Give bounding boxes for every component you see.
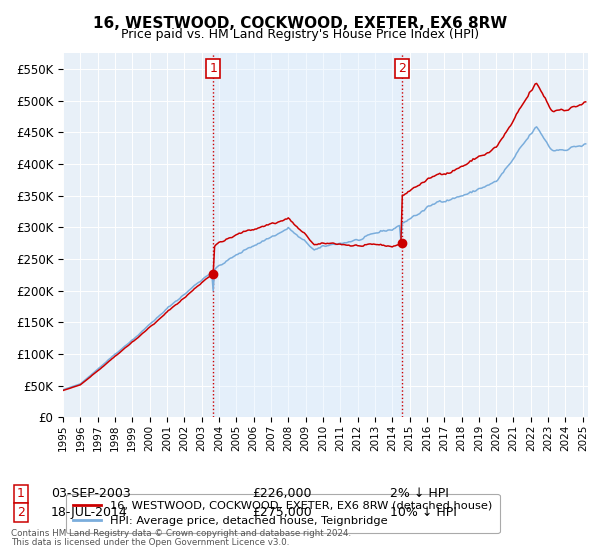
- Bar: [213, 53, 401, 417]
- Text: 03-SEP-2003: 03-SEP-2003: [51, 487, 131, 501]
- Text: 2% ↓ HPI: 2% ↓ HPI: [390, 487, 449, 501]
- Legend: 16, WESTWOOD, COCKWOOD, EXETER, EX6 8RW (detached house), HPI: Average price, de: 16, WESTWOOD, COCKWOOD, EXETER, EX6 8RW …: [66, 494, 500, 533]
- Text: Price paid vs. HM Land Registry's House Price Index (HPI): Price paid vs. HM Land Registry's House …: [121, 28, 479, 41]
- Text: 1: 1: [209, 62, 217, 75]
- Text: £226,000: £226,000: [252, 487, 311, 501]
- Text: 2: 2: [17, 506, 25, 519]
- Text: Contains HM Land Registry data © Crown copyright and database right 2024.: Contains HM Land Registry data © Crown c…: [11, 529, 351, 538]
- Text: £275,000: £275,000: [252, 506, 312, 519]
- Text: 1: 1: [17, 487, 25, 501]
- Text: 10% ↓ HPI: 10% ↓ HPI: [390, 506, 457, 519]
- Text: This data is licensed under the Open Government Licence v3.0.: This data is licensed under the Open Gov…: [11, 538, 289, 547]
- Text: 2: 2: [398, 62, 406, 75]
- Text: 16, WESTWOOD, COCKWOOD, EXETER, EX6 8RW: 16, WESTWOOD, COCKWOOD, EXETER, EX6 8RW: [93, 16, 507, 31]
- Text: 18-JUL-2014: 18-JUL-2014: [51, 506, 128, 519]
